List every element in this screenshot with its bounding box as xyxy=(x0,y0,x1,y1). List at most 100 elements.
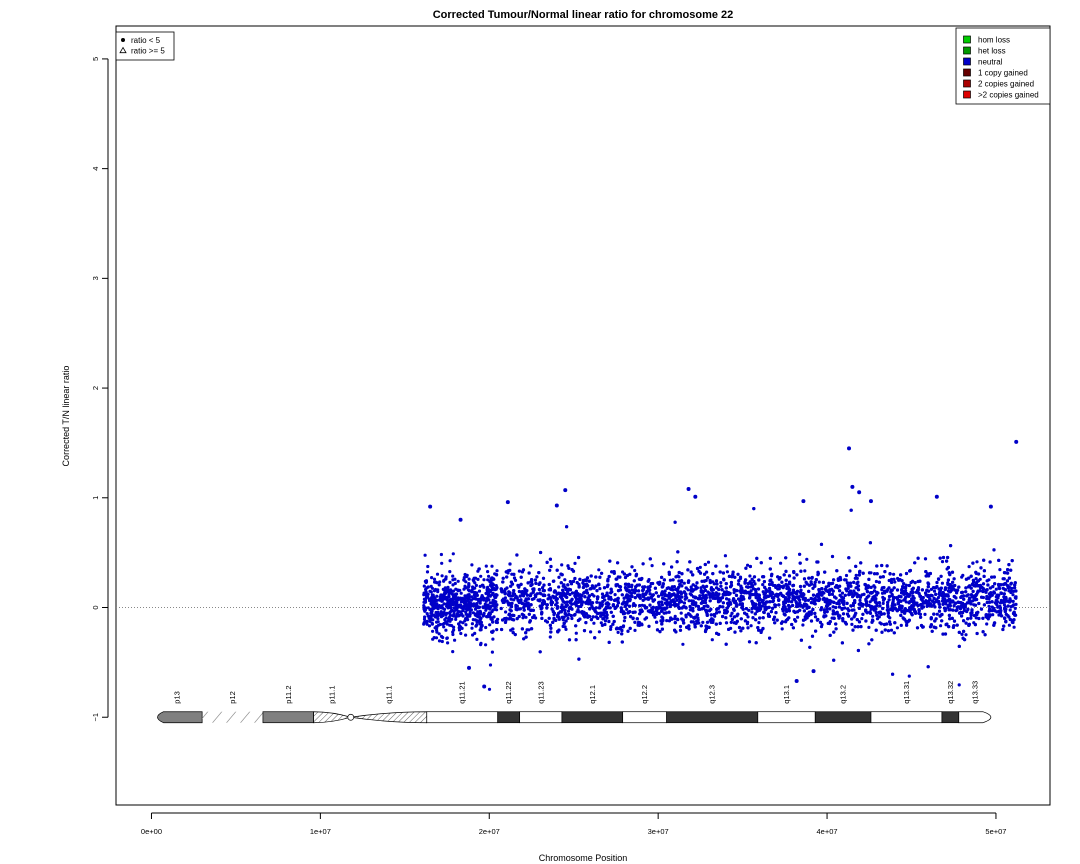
data-point xyxy=(434,636,439,640)
data-point xyxy=(798,552,802,556)
data-point xyxy=(584,621,588,625)
data-point xyxy=(866,586,870,590)
data-point xyxy=(957,683,961,687)
data-point xyxy=(529,608,533,613)
data-point xyxy=(832,600,836,605)
data-point xyxy=(741,595,745,599)
data-point xyxy=(508,608,512,612)
data-point xyxy=(447,615,451,620)
data-point xyxy=(467,595,471,599)
data-point xyxy=(791,594,795,598)
data-point xyxy=(703,601,708,605)
data-point xyxy=(526,597,531,601)
data-point xyxy=(926,665,930,669)
data-point xyxy=(710,588,714,592)
data-point xyxy=(990,600,994,604)
data-point xyxy=(761,598,765,602)
data-point xyxy=(745,612,749,617)
data-point xyxy=(802,584,806,588)
data-point xyxy=(662,578,667,582)
data-point xyxy=(932,625,936,629)
data-point xyxy=(451,574,455,578)
data-point xyxy=(473,607,478,611)
data-point xyxy=(694,587,698,591)
data-point xyxy=(867,642,871,646)
data-point xyxy=(679,590,683,594)
data-point xyxy=(731,570,735,574)
data-point xyxy=(437,632,441,636)
data-point xyxy=(709,620,713,624)
data-point xyxy=(703,572,707,576)
data-point xyxy=(603,619,608,623)
data-point xyxy=(880,563,884,568)
data-point xyxy=(659,609,664,613)
data-point xyxy=(723,554,728,558)
data-point xyxy=(477,589,482,593)
data-point xyxy=(649,595,653,599)
data-point xyxy=(591,615,595,619)
data-point xyxy=(744,607,749,611)
data-point xyxy=(592,621,596,625)
data-point xyxy=(727,627,731,632)
data-point xyxy=(568,592,572,597)
data-point xyxy=(499,587,503,591)
data-point xyxy=(710,638,714,642)
data-point xyxy=(475,593,479,598)
data-point xyxy=(668,594,673,599)
data-point xyxy=(589,618,594,622)
data-point xyxy=(792,570,796,574)
data-point xyxy=(548,596,552,600)
data-point xyxy=(436,623,441,627)
data-point xyxy=(984,590,988,594)
data-point xyxy=(849,584,853,588)
data-point xyxy=(487,687,492,691)
data-point xyxy=(827,584,831,588)
data-point xyxy=(741,626,745,630)
data-point xyxy=(855,618,859,622)
data-point xyxy=(708,580,713,585)
data-point xyxy=(667,619,672,623)
data-point xyxy=(843,620,848,625)
data-point xyxy=(939,624,943,628)
data-point xyxy=(758,601,762,605)
data-point xyxy=(885,564,889,568)
data-point xyxy=(570,597,574,601)
data-point xyxy=(434,610,438,615)
data-point xyxy=(641,592,645,596)
data-point xyxy=(803,569,807,573)
data-point xyxy=(633,591,637,595)
data-point xyxy=(671,599,675,603)
data-point xyxy=(695,566,700,571)
data-point xyxy=(423,608,428,612)
data-point xyxy=(739,584,743,588)
data-point xyxy=(579,597,583,601)
data-point xyxy=(934,592,938,597)
data-point xyxy=(851,628,855,632)
data-point xyxy=(845,589,849,593)
data-point xyxy=(464,623,468,627)
data-point xyxy=(547,593,551,597)
data-point xyxy=(886,600,890,605)
data-point xyxy=(457,614,461,618)
data-point xyxy=(676,550,680,554)
data-point xyxy=(437,583,441,587)
data-point xyxy=(622,619,627,623)
data-point xyxy=(529,564,533,568)
data-point xyxy=(799,603,803,608)
data-point xyxy=(847,614,851,618)
data-point xyxy=(594,606,598,610)
data-point xyxy=(492,615,496,619)
data-point xyxy=(506,601,510,605)
data-points xyxy=(422,439,1019,691)
data-point xyxy=(949,544,953,548)
data-point xyxy=(832,578,836,582)
data-point xyxy=(467,605,471,610)
data-point xyxy=(632,579,636,583)
data-point xyxy=(679,599,683,603)
data-point xyxy=(776,575,780,579)
data-point xyxy=(747,608,751,612)
data-point xyxy=(545,620,550,624)
data-point xyxy=(650,564,654,568)
data-point xyxy=(816,560,820,564)
data-point xyxy=(569,582,574,586)
